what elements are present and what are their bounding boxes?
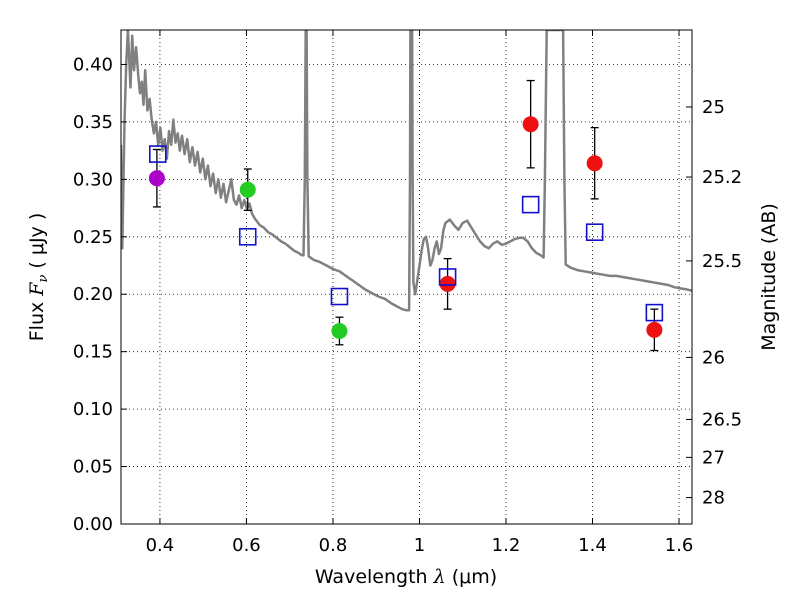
y-axis-label: Flux Fν ( μJy ) xyxy=(26,213,51,342)
y2-tick-label: 28 xyxy=(702,488,725,509)
y-tick-label: 0.40 xyxy=(73,54,113,75)
sed-layer xyxy=(121,30,692,312)
model-point xyxy=(330,287,349,306)
model-point xyxy=(585,223,604,241)
x-tick-label: 0.4 xyxy=(146,535,175,556)
y2-tick-label: 26 xyxy=(702,347,725,368)
sed-model-curve xyxy=(121,30,692,312)
y-tick-label: 0.35 xyxy=(73,112,113,133)
x-tick-label: 1.4 xyxy=(578,535,607,556)
model-point xyxy=(645,303,664,322)
plot-frame xyxy=(120,29,693,525)
y2-axis-ticks: 25 25.2 25.5 26 26.5 27 28 xyxy=(686,97,742,509)
y2-tick-label: 27 xyxy=(702,447,725,468)
y2-axis-label: Magnitude (AB) xyxy=(758,203,780,351)
x-axis-label: Wavelength λ (μm) xyxy=(315,566,497,588)
x-tick-label: 1.2 xyxy=(492,535,521,556)
y-tick-label: 0.00 xyxy=(73,514,113,535)
y2-tick-label: 26.5 xyxy=(702,409,742,430)
observed-point xyxy=(586,155,603,172)
x-axis-ticks: 0.4 0.6 0.8 1 1.2 1.4 1.6 xyxy=(146,30,694,556)
y-tick-label: 0.30 xyxy=(73,169,113,190)
observed-points xyxy=(148,116,663,339)
model-point xyxy=(438,268,457,286)
x-tick-label: 1.6 xyxy=(665,535,694,556)
x-tick-label: 1 xyxy=(414,535,425,556)
observed-point xyxy=(646,321,663,338)
model-point xyxy=(521,195,540,214)
y-tick-label: 0.25 xyxy=(73,227,113,248)
observed-point xyxy=(439,275,456,292)
observed-point xyxy=(331,322,348,339)
y-axis-ticks: 0.00 0.05 0.10 0.15 0.20 0.25 0.30 0.35 0.40 xyxy=(73,54,127,535)
y2-tick-label: 25.2 xyxy=(702,167,742,188)
y2-tick-label: 25.5 xyxy=(702,251,742,272)
model-points xyxy=(148,145,664,322)
y-tick-label: 0.10 xyxy=(73,399,113,420)
observed-point xyxy=(148,170,165,187)
model-point xyxy=(238,227,257,246)
y-tick-label: 0.05 xyxy=(73,457,113,478)
observed-point xyxy=(522,116,539,133)
observed-point xyxy=(239,181,256,198)
y-tick-label: 0.20 xyxy=(73,284,113,305)
model-point xyxy=(148,145,167,163)
y2-tick-label: 25 xyxy=(702,97,725,118)
x-tick-label: 0.8 xyxy=(319,535,348,556)
x-tick-label: 0.6 xyxy=(232,535,261,556)
y-tick-label: 0.15 xyxy=(73,342,113,363)
